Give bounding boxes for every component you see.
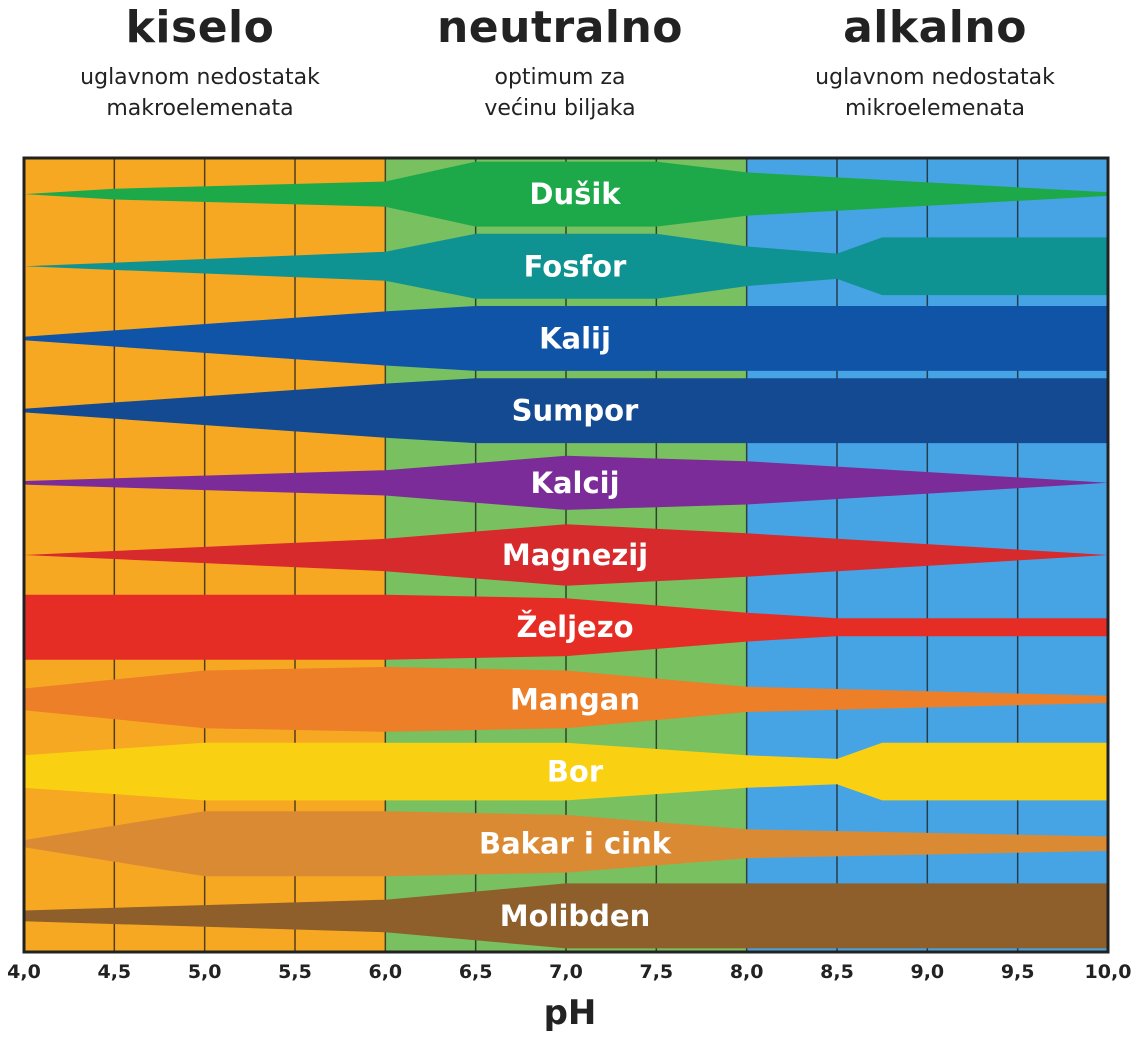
x-tick-label: 4,0 (7, 961, 41, 983)
band-label-sumpor: Sumpor (512, 394, 639, 428)
header-acid: kiselo uglavnom nedostatak makroelemenat… (10, 0, 390, 124)
band-željezo (24, 594, 1108, 660)
band-bakar-i-cink (24, 811, 1108, 877)
x-tick-label: 10,0 (1085, 961, 1132, 983)
band-molibden (24, 883, 1108, 949)
band-label-željezo: Željezo (516, 610, 633, 644)
band-label-molibden: Molibden (500, 899, 651, 933)
header-acid-sub1: uglavnom nedostatak (80, 65, 320, 90)
band-label-dušik: Dušik (529, 177, 621, 211)
band-kalij (24, 306, 1108, 371)
x-tick-label: 9,0 (910, 961, 944, 983)
band-label-bakar-i-cink: Bakar i cink (479, 827, 672, 861)
band-label-mangan: Mangan (510, 682, 640, 716)
x-tick-label: 8,5 (820, 961, 854, 983)
header-neutral: neutralno optimum za većinu biljaka (370, 0, 750, 124)
band-sumpor (24, 378, 1108, 444)
header-alkaline-sub2: mikroelemenata (845, 96, 1025, 121)
header-neutral-sub1: optimum za (494, 65, 626, 90)
x-tick-label: 9,5 (1001, 961, 1035, 983)
plot-frame (22, 156, 1110, 954)
band-dušik (24, 161, 1108, 227)
x-tick-label: 4,5 (97, 961, 131, 983)
band-label-magnezij: Magnezij (502, 538, 648, 572)
band-label-bor: Bor (547, 755, 604, 789)
x-tick-label: 5,0 (188, 961, 222, 983)
band-fosfor (24, 233, 1108, 299)
band-bor (24, 742, 1108, 801)
band-label-kalij: Kalij (539, 321, 611, 355)
header-alkaline-sub1: uglavnom nedostatak (815, 65, 1055, 90)
band-label-fosfor: Fosfor (524, 249, 627, 283)
x-axis-title: pH (544, 993, 597, 1033)
header-acid-sub2: makroelemenata (106, 96, 294, 121)
x-tick-label: 7,5 (639, 961, 673, 983)
x-tick-label: 8,0 (730, 961, 764, 983)
header-neutral-title: neutralno (436, 2, 684, 53)
x-tick-label: 5,5 (278, 961, 312, 983)
x-tick-label: 6,5 (459, 961, 493, 983)
band-magnezij (24, 524, 1108, 586)
x-tick-label: 6,0 (368, 961, 402, 983)
header-acid-title: kiselo (125, 2, 275, 53)
header-alkaline: alkalno uglavnom nedostatak mikroelemena… (745, 0, 1125, 124)
x-tick-label: 7,0 (549, 961, 583, 983)
band-kalcij (24, 455, 1108, 510)
band-label-kalcij: Kalcij (530, 466, 619, 500)
band-mangan (24, 666, 1108, 732)
header-neutral-sub2: većinu biljaka (484, 96, 636, 121)
header-alkaline-title: alkalno (843, 2, 1027, 53)
